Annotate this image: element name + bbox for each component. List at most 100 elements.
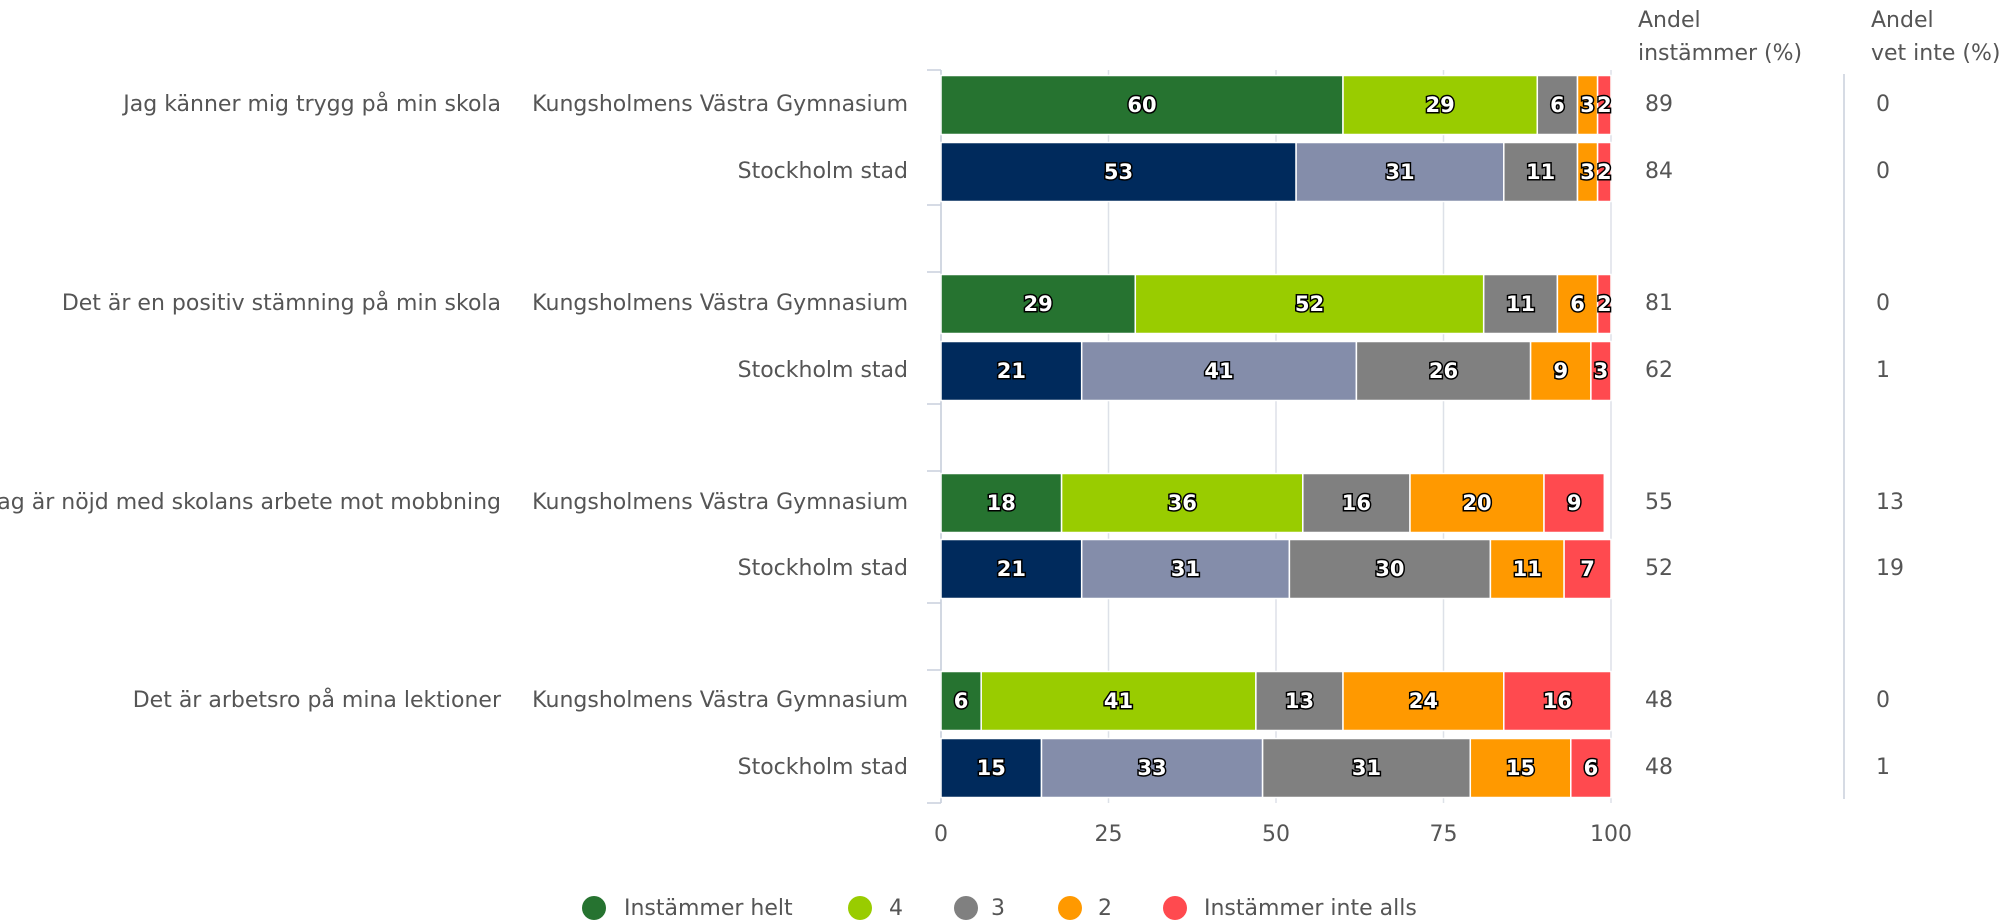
agree-value: 55 [1645,490,1673,515]
bar-segment [940,74,1344,136]
x-tick-label: 25 [1095,822,1123,847]
bar-segment [1489,538,1565,600]
legend-swatch [848,896,872,920]
value-label: 9 [1553,359,1568,383]
bar-segment [940,737,1043,799]
agree-value: 89 [1645,92,1673,117]
value-label: 16 [1342,491,1371,515]
bar-segment [940,472,1063,534]
bar-segment [980,670,1257,732]
value-label: 41 [1104,689,1133,713]
legend-label: 2 [1098,896,1112,921]
dont-know-value: 13 [1876,490,1904,515]
group-label: Kungsholmens Västra Gymnasium [532,490,908,515]
bar-segment [1570,737,1612,799]
value-label: 2 [1597,160,1612,184]
value-label: 16 [1543,689,1572,713]
value-label: 41 [1204,359,1233,383]
value-label: 13 [1285,689,1314,713]
group-label: Stockholm stad [738,159,908,184]
bar-segment [1469,737,1572,799]
legend-swatch [1058,896,1082,920]
value-label: 36 [1168,491,1197,515]
bar-segment [1596,273,1612,335]
dont-know-value: 1 [1876,755,1890,780]
bar-segment [1080,340,1358,402]
bar-segment [1596,74,1612,136]
value-label: 7 [1580,557,1595,581]
bar-segment [1482,273,1559,335]
bar-segment [1563,538,1612,600]
bar-segment [1409,472,1545,534]
value-label: 11 [1526,160,1555,184]
bar-segment [1355,340,1532,402]
legend-label: Instämmer helt [624,896,793,921]
bar-segment [940,141,1297,203]
value-label: 29 [1426,93,1455,117]
dont-know-value: 0 [1876,92,1890,117]
bar-segment [1503,670,1612,732]
bar-segment [1556,273,1599,335]
value-label: 11 [1513,557,1542,581]
dont-know-value: 0 [1876,688,1890,713]
group-label: Stockholm stad [738,556,908,581]
legend-swatch [954,896,978,920]
value-label: 15 [977,756,1006,780]
column-header: Andel [1638,8,1701,33]
bar-segment [1288,538,1492,600]
question-label: Det är en positiv stämning på min skola [62,290,501,316]
value-label: 6 [954,689,969,713]
value-label: 53 [1104,160,1133,184]
agree-value: 52 [1645,556,1673,581]
x-tick-label: 75 [1430,822,1458,847]
legend-label: 3 [991,896,1005,921]
bar-segment [1040,737,1264,799]
bar-segment [1255,670,1344,732]
bar-segment [940,538,1083,600]
agree-value: 48 [1645,755,1673,780]
bar-segment [1503,141,1579,203]
value-label: 9 [1567,491,1582,515]
group-label: Kungsholmens Västra Gymnasium [532,92,908,117]
value-label: 2 [1597,93,1612,117]
value-label: 30 [1375,557,1404,581]
value-label: 52 [1295,292,1324,316]
group-label: Stockholm stad [738,755,908,780]
column-header: instämmer (%) [1638,41,1802,66]
group-label: Kungsholmens Västra Gymnasium [532,291,908,316]
value-label: 29 [1024,292,1053,316]
dont-know-value: 0 [1876,291,1890,316]
bar-segment [1529,340,1592,402]
value-label: 20 [1462,491,1491,515]
agree-value: 62 [1645,358,1673,383]
bar-segment [1342,670,1505,732]
bar-segment [1536,74,1579,136]
x-tick-label: 0 [934,822,948,847]
value-label: 31 [1171,557,1200,581]
value-label: 33 [1137,756,1166,780]
column-header: Andel [1871,8,1934,33]
agree-value: 84 [1645,159,1673,184]
question-label: Jag känner mig trygg på min skola [121,91,501,117]
dont-know-value: 19 [1876,556,1904,581]
value-label: 18 [987,491,1016,515]
column-header: vet inte (%) [1871,41,2000,66]
value-label: 21 [997,359,1026,383]
bar-segment [1302,472,1411,534]
value-label: 21 [997,557,1026,581]
group-label: Kungsholmens Västra Gymnasium [532,688,908,713]
bar-segment [1590,340,1612,402]
group-label: Stockholm stad [738,358,908,383]
value-label: 6 [1584,756,1599,780]
bar-segment [1543,472,1606,534]
dont-know-value: 1 [1876,358,1890,383]
value-label: 31 [1385,160,1414,184]
value-label: 24 [1409,689,1438,713]
bar-segment [1060,472,1304,534]
value-label: 6 [1550,93,1565,117]
agree-value: 48 [1645,688,1673,713]
value-label: 3 [1594,359,1609,383]
agree-value: 81 [1645,291,1673,316]
value-label: 60 [1127,93,1156,117]
